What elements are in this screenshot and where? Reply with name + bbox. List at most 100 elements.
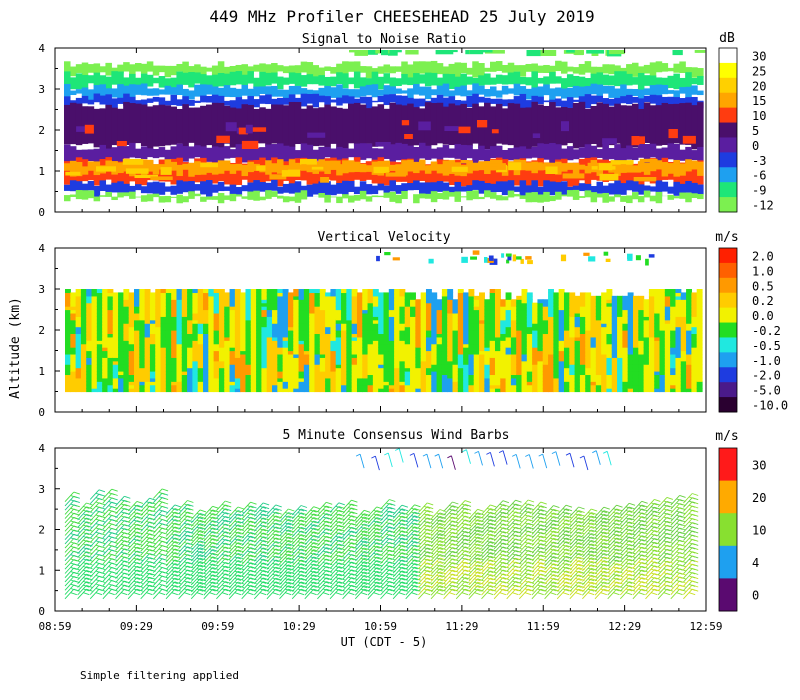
velocity-cell <box>404 323 411 328</box>
scale-label: -0.5 <box>752 339 781 353</box>
velocity-cell <box>420 347 427 352</box>
velocity-cell <box>659 295 666 300</box>
velocity-cell <box>659 336 666 341</box>
velocity-cell <box>224 377 231 382</box>
velocity-cell <box>627 353 634 358</box>
velocity-cell <box>118 312 124 317</box>
velocity-cell <box>670 340 677 345</box>
velocity-cell <box>112 312 119 317</box>
velocity-color-scale: 2.01.00.50.20.0-0.2-0.5-1.0-2.0-5.0-10.0 <box>718 247 788 413</box>
velocity-cell <box>367 347 374 352</box>
velocity-cell <box>410 388 416 393</box>
velocity-cell <box>659 319 666 324</box>
velocity-cell <box>512 254 517 262</box>
velocity-cell <box>670 367 677 372</box>
velocity-cell <box>410 316 416 321</box>
velocity-cell <box>500 353 507 358</box>
velocity-cell <box>399 336 406 341</box>
velocity-cell <box>388 343 395 348</box>
snr-cell <box>359 96 367 104</box>
velocity-cell <box>256 353 263 358</box>
snr-cell <box>590 105 598 145</box>
velocity-cell <box>420 330 427 335</box>
velocity-cell <box>102 347 109 352</box>
velocity-cell <box>590 377 597 382</box>
velocity-cell <box>553 336 560 341</box>
velocity-cell <box>65 312 71 317</box>
velocity-cell <box>139 347 146 352</box>
velocity-cell <box>452 319 459 324</box>
velocity-cell <box>118 316 124 321</box>
velocity-cell <box>484 316 491 321</box>
velocity-cell <box>123 336 130 341</box>
velocity-cell <box>341 316 347 321</box>
velocity-cell <box>181 384 188 389</box>
snr-cell <box>649 62 657 78</box>
velocity-cell <box>65 364 71 369</box>
velocity-cell <box>420 319 427 324</box>
velocity-cell <box>654 295 661 300</box>
velocity-cell <box>394 347 401 352</box>
velocity-cell <box>325 323 332 328</box>
snr-cell <box>140 195 148 202</box>
snr-cell <box>117 162 124 174</box>
velocity-cell <box>484 299 491 304</box>
velocity-cell <box>319 377 326 382</box>
snr-cell <box>229 100 237 109</box>
velocity-cell <box>659 309 666 314</box>
velocity-cell <box>447 371 454 376</box>
velocity-cell <box>181 347 188 352</box>
velocity-cell <box>648 371 655 376</box>
velocity-cell <box>250 302 257 307</box>
velocity-cell <box>569 316 576 321</box>
velocity-cell <box>102 374 109 379</box>
velocity-cell <box>654 360 661 365</box>
velocity-cell <box>341 367 347 372</box>
velocity-cell <box>128 323 135 328</box>
velocity-cell <box>659 292 666 297</box>
velocity-cell <box>558 377 565 382</box>
velocity-cell <box>441 353 448 358</box>
velocity-cell <box>585 350 592 355</box>
wind-barb-flag <box>83 558 90 562</box>
velocity-cell <box>532 336 539 341</box>
velocity-cell <box>134 326 140 331</box>
snr-cell <box>256 165 266 171</box>
velocity-cell <box>234 377 241 382</box>
snr-cell <box>632 103 639 148</box>
velocity-cell <box>510 299 517 304</box>
velocity-cell <box>643 377 650 382</box>
velocity-cell <box>574 319 581 324</box>
velocity-cell <box>526 357 533 362</box>
velocity-cell <box>516 309 523 314</box>
snr-cell <box>93 85 101 96</box>
scale-swatch <box>719 337 737 353</box>
velocity-cell <box>691 306 698 311</box>
wind-barb-flag <box>83 562 90 566</box>
velocity-cell <box>96 326 103 331</box>
velocity-cell <box>250 347 257 352</box>
snr-cell <box>158 182 166 195</box>
velocity-cell <box>425 374 432 379</box>
velocity-cell <box>250 353 257 358</box>
velocity-cell <box>330 350 337 355</box>
velocity-cell <box>229 302 236 307</box>
velocity-cell <box>181 323 188 328</box>
velocity-cell <box>240 319 247 324</box>
velocity-cell <box>617 319 623 324</box>
velocity-cell <box>516 377 523 382</box>
velocity-cell <box>341 377 347 382</box>
velocity-cell <box>548 360 554 365</box>
velocity-cell <box>282 360 289 365</box>
velocity-cell <box>686 309 692 314</box>
velocity-cell <box>70 357 77 362</box>
velocity-cell <box>80 360 87 365</box>
velocity-cell <box>335 388 342 393</box>
velocity-cell <box>75 371 82 376</box>
snr-cell <box>330 67 337 74</box>
velocity-cell <box>378 323 385 328</box>
snr-cell <box>170 65 178 76</box>
velocity-cell <box>563 319 570 324</box>
velocity-cell <box>569 357 576 362</box>
velocity-cell <box>436 326 443 331</box>
